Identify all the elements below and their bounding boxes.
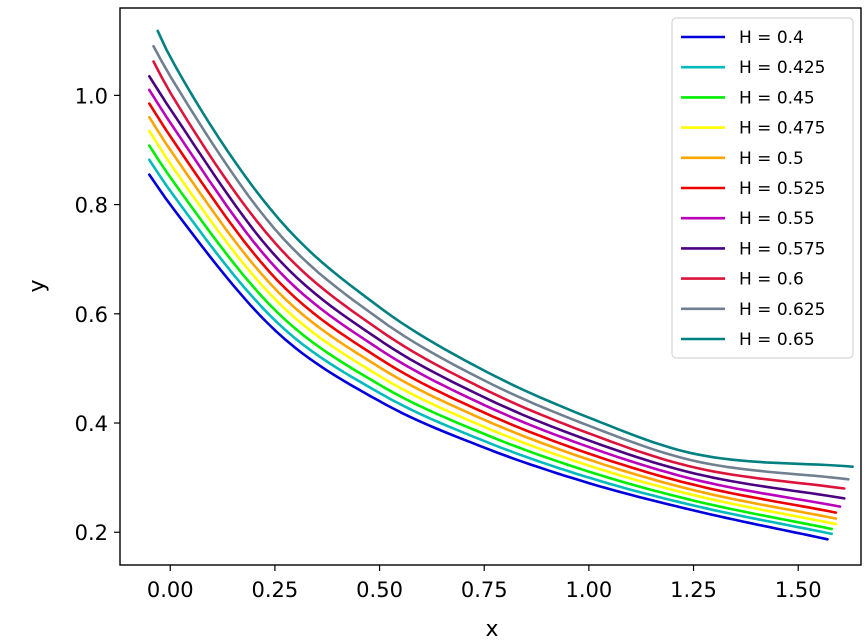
x-axis-label: x: [485, 617, 498, 642]
legend-label: H = 0.525: [739, 179, 826, 199]
series-line-7: [148, 75, 846, 500]
series-line-9: [152, 44, 850, 481]
legend-box: [671, 17, 854, 359]
legend-label: H = 0.65: [739, 330, 815, 350]
y-axis-ticks: 0.2 0.4 0.6 0.8 1.0: [75, 84, 120, 545]
series-line-8: [152, 60, 846, 490]
legend-label: H = 0.55: [739, 209, 815, 229]
series-line-1: [148, 158, 833, 536]
x-tick-label: 1.25: [670, 578, 717, 602]
x-tick-label: 1.00: [565, 578, 612, 602]
legend-label: H = 0.475: [739, 119, 826, 139]
y-tick-label: 0.2: [75, 521, 108, 545]
series-line-3: [148, 129, 838, 526]
y-tick-label: 1.0: [75, 84, 108, 108]
x-tick-label: 0.00: [147, 578, 194, 602]
plot-area-frame: [119, 7, 862, 566]
series-line-0: [148, 173, 829, 541]
y-axis-label: y: [25, 279, 50, 292]
series-line-4: [148, 115, 838, 520]
series-line-5: [148, 102, 838, 514]
x-axis-ticks: 0.00 0.25 0.50 0.75 1.00 1.25 1.50: [147, 565, 822, 602]
legend-label: H = 0.4: [739, 28, 804, 48]
legend-label: H = 0.425: [739, 58, 826, 78]
x-tick-label: 0.50: [356, 578, 403, 602]
y-tick-label: 0.4: [75, 412, 108, 436]
series-line-6: [148, 88, 842, 508]
y-tick-label: 0.6: [75, 303, 108, 327]
legend-label: H = 0.575: [739, 239, 826, 259]
y-tick-label: 0.8: [75, 194, 108, 218]
legend-label: H = 0.5: [739, 149, 804, 169]
series-lines: [148, 29, 854, 541]
series-line-10: [156, 29, 854, 468]
series-line-2: [148, 144, 833, 531]
x-tick-label: 0.75: [461, 578, 508, 602]
legend: H = 0.4 H = 0.425 H = 0.45 H = 0.475 H = 0.5…: [671, 17, 854, 359]
x-tick-label: 1.50: [775, 578, 822, 602]
legend-label: H = 0.45: [739, 88, 815, 108]
x-tick-label: 0.25: [252, 578, 299, 602]
legend-label: H = 0.6: [739, 270, 804, 290]
legend-label: H = 0.625: [739, 300, 826, 320]
